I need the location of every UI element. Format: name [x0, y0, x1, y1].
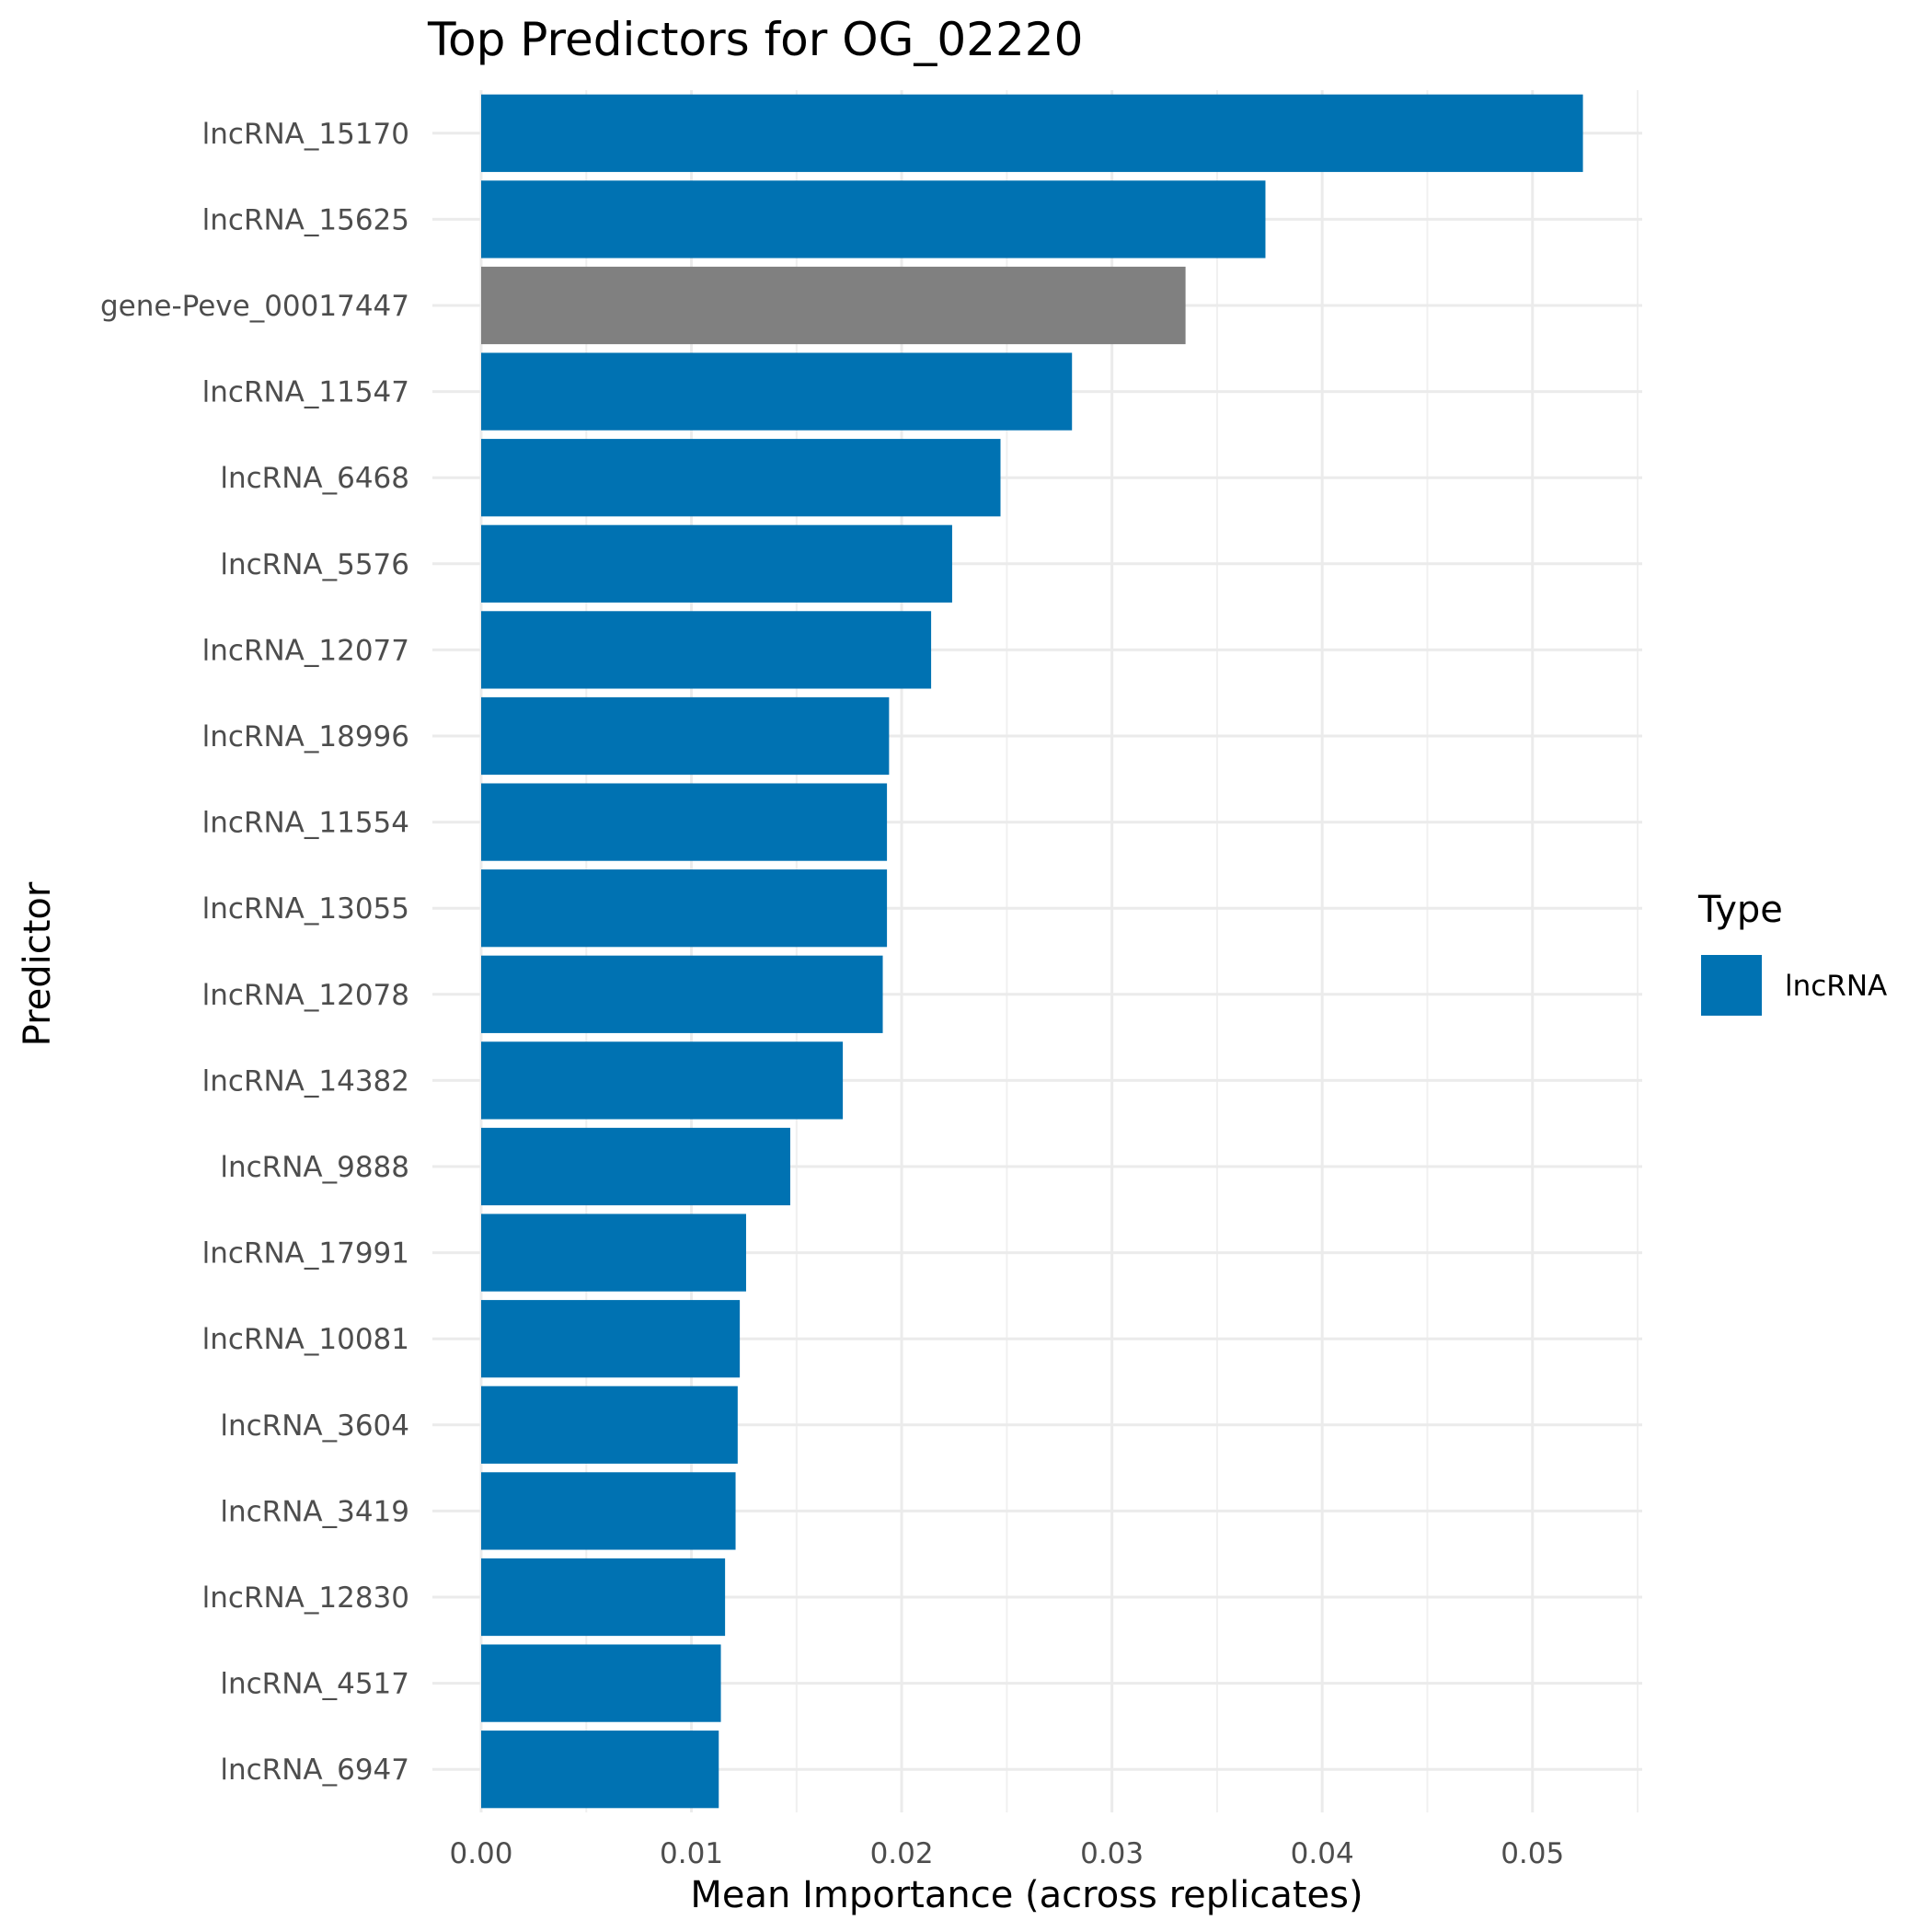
y-tick-label: lncRNA_14382 [202, 1064, 409, 1098]
legend-label-lncrna: lncRNA [1785, 970, 1887, 1003]
bar [481, 94, 1583, 172]
bar [481, 1127, 790, 1206]
legend: Type lncRNA [1697, 889, 1887, 1016]
bar [481, 266, 1186, 345]
x-tick-label: 0.00 [449, 1837, 512, 1870]
x-tick-label: 0.01 [660, 1837, 723, 1870]
y-tick-label: lncRNA_3604 [220, 1409, 409, 1443]
y-tick-label: lncRNA_5576 [220, 548, 409, 581]
x-tick-label: 0.05 [1501, 1837, 1564, 1870]
bar [481, 1472, 736, 1550]
x-tick-label: 0.02 [870, 1837, 934, 1870]
legend-title: Type [1697, 889, 1783, 931]
chart-title: Top Predictors for OG_02220 [427, 13, 1083, 66]
y-tick-label: lncRNA_6468 [220, 462, 409, 495]
y-tick-label: lncRNA_4517 [220, 1668, 409, 1701]
y-tick-label: lncRNA_15170 [202, 118, 409, 151]
bar [481, 783, 888, 861]
y-tick-label: lncRNA_11547 [202, 376, 409, 409]
bar [481, 611, 932, 689]
legend-swatch-lncrna [1701, 955, 1762, 1016]
y-axis-tick-labels: lncRNA_15170 lncRNA_15625 gene-Peve_000174… [100, 118, 409, 1787]
y-tick-label: lncRNA_15625 [202, 203, 409, 236]
x-tick-label: 0.04 [1291, 1837, 1354, 1870]
y-tick-label: lncRNA_12077 [202, 634, 409, 667]
bar [481, 1300, 741, 1378]
bar [481, 1731, 719, 1809]
bar [481, 955, 883, 1033]
y-tick-label: lncRNA_17991 [202, 1237, 409, 1271]
plot-area [432, 90, 1642, 1812]
y-axis-title: Predictor [17, 881, 59, 1046]
y-tick-label: lncRNA_12078 [202, 979, 409, 1012]
y-tick-label: lncRNA_18996 [202, 720, 409, 753]
y-tick-label: lncRNA_11554 [202, 807, 409, 840]
bar [481, 524, 952, 603]
bar [481, 1213, 746, 1292]
bar [481, 1558, 726, 1637]
bar [481, 869, 888, 948]
y-tick-label: lncRNA_6947 [220, 1754, 409, 1787]
y-tick-label: lncRNA_3419 [220, 1495, 409, 1528]
y-tick-label: lncRNA_10081 [202, 1323, 409, 1356]
bar [481, 439, 1001, 517]
bar [481, 1644, 721, 1722]
x-axis-title: Mean Importance (across replicates) [690, 1874, 1363, 1916]
bars [481, 94, 1583, 1809]
x-tick-label: 0.03 [1080, 1837, 1144, 1870]
bar [481, 1386, 738, 1464]
bar [481, 352, 1073, 431]
bar [481, 1041, 844, 1120]
y-tick-label: lncRNA_12830 [202, 1581, 409, 1615]
y-tick-label: lncRNA_9888 [220, 1151, 409, 1184]
bar [481, 696, 890, 776]
bar [481, 180, 1266, 259]
y-tick-label: lncRNA_13055 [202, 892, 409, 926]
y-tick-label: gene-Peve_00017447 [100, 290, 409, 323]
x-axis-tick-labels: 0.00 0.01 0.02 0.03 0.04 0.05 [449, 1837, 1564, 1870]
major-gridlines [432, 90, 1642, 1812]
